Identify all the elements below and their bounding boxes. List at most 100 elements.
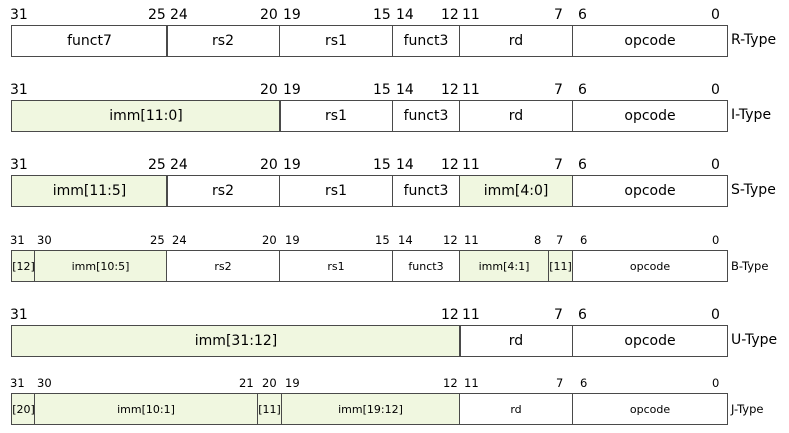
bit-index: 0 [712,376,720,390]
bit-index: 7 [556,376,564,390]
bit-index: 6 [578,7,587,23]
bit-index: 19 [283,82,301,98]
immediate-field: [20] [11,393,36,425]
bit-field: funct3 [392,175,460,207]
bit-index: 31 [10,307,28,323]
bit-index: 0 [711,7,720,23]
bit-field: funct3 [392,25,460,57]
bit-field: funct7 [11,25,168,57]
instruction-bit-fields: imm[11:0] rs1 funct3 rd opcode [11,100,728,132]
immediate-field: imm[10:1] [34,393,258,425]
bit-index-row: 31 30 25 24 20 19 15 14 12 11 8 7 6 0 [0,232,740,248]
format-type-label: J-Type [731,402,764,416]
bit-field: opcode [572,325,728,357]
bit-index: 24 [170,7,188,23]
bit-index: 31 [10,376,25,390]
bit-index-row: 31 20 19 15 14 12 11 7 6 0 [0,82,740,98]
bit-index-row: 31 12 11 7 6 0 [0,307,740,323]
bit-index: 21 [239,376,254,390]
bit-index: 11 [462,82,480,98]
bit-index: 11 [462,157,480,173]
bit-index: 0 [711,82,720,98]
immediate-field: [11] [257,393,282,425]
bit-index: 31 [10,82,28,98]
format-type-label: S-Type [731,182,776,198]
bit-index: 14 [396,82,414,98]
bit-index: 6 [580,233,588,247]
bit-index-row: 31 25 24 20 19 15 14 12 11 7 6 0 [0,7,740,23]
bit-index: 12 [441,7,459,23]
bit-index: 12 [441,82,459,98]
bit-field: rs2 [166,25,280,57]
bit-index: 11 [464,233,479,247]
format-type-label: B-Type [731,259,769,273]
immediate-field: [12] [11,250,36,282]
instruction-bit-fields: [12] imm[10:5] rs2 rs1 funct3 imm[4:1] [11] opc… [11,250,728,282]
bit-index: 19 [283,7,301,23]
bit-index: 11 [462,7,480,23]
bit-index: 14 [396,7,414,23]
bit-field: rs1 [279,25,393,57]
bit-index: 0 [711,157,720,173]
bit-index: 25 [150,233,165,247]
bit-field: rd [459,100,573,132]
bit-index: 6 [580,376,588,390]
instruction-bit-fields: imm[11:5] rs2 rs1 funct3 imm[4:0] opcode [11,175,728,207]
format-type-label: U-Type [731,332,778,348]
bit-field: opcode [572,250,728,282]
bit-index: 7 [554,7,563,23]
bit-index: 12 [441,307,459,323]
bit-field: rs1 [279,175,393,207]
bit-field: opcode [572,175,728,207]
instruction-bit-fields: [20] imm[10:1] [11] imm[19:12] rd opcode [11,393,728,425]
bit-index-row: 31 25 24 20 19 15 14 12 11 7 6 0 [0,157,740,173]
immediate-field: imm[10:5] [34,250,167,282]
bit-index: 20 [262,376,277,390]
bit-field: rd [459,393,573,425]
bit-index: 7 [554,157,563,173]
bit-field: funct3 [392,100,460,132]
bit-index: 15 [373,157,391,173]
bit-field: rd [459,25,573,57]
bit-index: 14 [398,233,413,247]
bit-index: 12 [441,157,459,173]
bit-index: 15 [373,7,391,23]
bit-index: 0 [712,233,720,247]
bit-index: 30 [37,233,52,247]
bit-index: 11 [462,307,480,323]
bit-field: rs2 [166,250,280,282]
bit-index: 19 [283,157,301,173]
bit-field: rd [459,325,573,357]
bit-index: 14 [396,157,414,173]
bit-index: 12 [443,376,458,390]
bit-index: 0 [711,307,720,323]
bit-index: 24 [170,157,188,173]
bit-field: opcode [572,393,728,425]
bit-index: 24 [172,233,187,247]
bit-field: funct3 [392,250,460,282]
bit-index: 30 [37,376,52,390]
bit-field: rs1 [279,250,393,282]
immediate-field: imm[31:12] [11,325,461,357]
immediate-field: imm[19:12] [281,393,460,425]
bit-index: 31 [10,157,28,173]
bit-index: 19 [285,233,300,247]
bit-index: 6 [578,82,587,98]
bit-index: 25 [148,7,166,23]
bit-index: 7 [554,82,563,98]
bit-field: rs1 [279,100,393,132]
bit-index: 25 [148,157,166,173]
bit-index: 20 [260,82,278,98]
format-type-label: R-Type [731,32,777,48]
bit-index: 7 [556,233,564,247]
immediate-field: imm[4:0] [459,175,573,207]
bit-index: 19 [285,376,300,390]
bit-index: 31 [10,233,25,247]
bit-field: opcode [572,100,728,132]
bit-index: 20 [260,157,278,173]
bit-index: 15 [375,233,390,247]
bit-index: 20 [260,7,278,23]
bit-index: 8 [534,233,542,247]
instruction-bit-fields: funct7 rs2 rs1 funct3 rd opcode [11,25,728,57]
instruction-bit-fields: imm[31:12] rd opcode [11,325,728,357]
